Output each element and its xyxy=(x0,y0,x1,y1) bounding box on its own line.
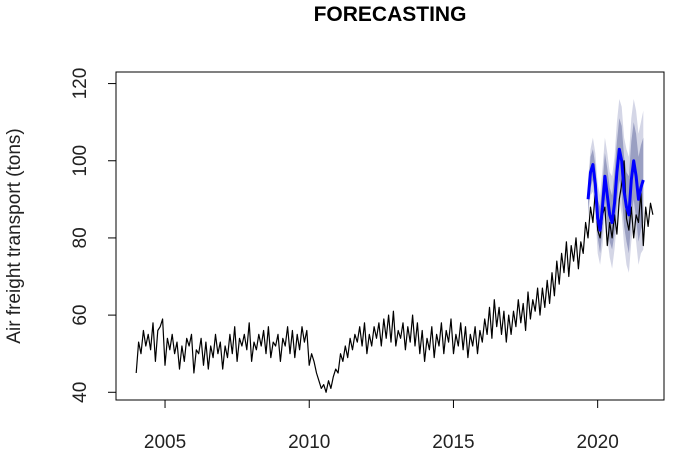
y-tick-label: 120 xyxy=(70,68,91,100)
observed-series-line xyxy=(135,160,654,393)
y-tick-label: 40 xyxy=(70,382,91,403)
series-lines xyxy=(135,147,654,393)
x-tick-label: 2015 xyxy=(432,432,474,453)
forecast-series-line xyxy=(586,147,645,232)
y-axis: 40 60 80 100 120 xyxy=(70,68,117,403)
y-tick-label: 80 xyxy=(70,227,91,248)
chart-title: FORECASTING xyxy=(314,3,467,26)
y-axis-label: Air freight transport (tons) xyxy=(4,128,25,343)
x-tick-label: 2010 xyxy=(288,432,330,453)
x-axis: 2005 2010 2015 2020 xyxy=(144,399,619,453)
x-tick-label: 2020 xyxy=(577,432,619,453)
y-tick-label: 60 xyxy=(70,305,91,326)
x-tick-label: 2005 xyxy=(144,432,186,453)
plot-frame xyxy=(115,71,665,401)
y-tick-label: 100 xyxy=(70,145,91,177)
